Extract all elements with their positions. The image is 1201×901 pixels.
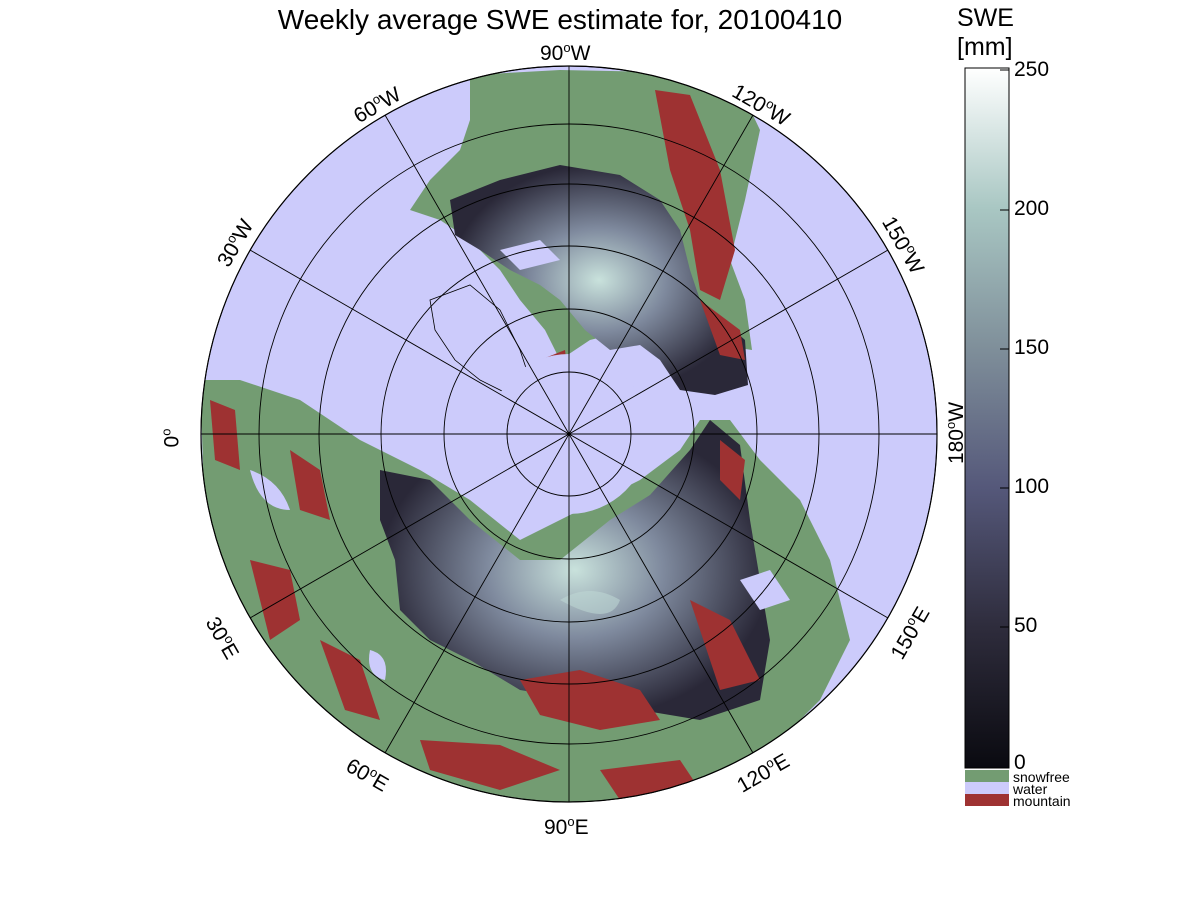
meridian-label-0: 0o xyxy=(158,428,184,448)
colorbar-tick-150: 150 xyxy=(1014,336,1050,359)
snow-north-america xyxy=(450,165,748,395)
map-border xyxy=(200,65,938,803)
snow-eurasia xyxy=(380,420,770,720)
colorbar-tick-0: 0 xyxy=(1014,751,1026,774)
meridian-label-180w: 180oW xyxy=(943,401,969,465)
snow-glow-siberia xyxy=(560,591,620,614)
colorbar-tick-50: 50 xyxy=(1014,614,1038,637)
legend-label-mountain: mountain xyxy=(1013,793,1071,809)
colorbar-ticks xyxy=(1000,69,1009,628)
colorbar xyxy=(964,67,1010,769)
graticule xyxy=(200,65,938,803)
colorbar-title-line2: [mm] xyxy=(957,33,1013,61)
legend-swatch-water xyxy=(965,782,1009,794)
meridian-label-90e: 90oE xyxy=(544,814,589,839)
legend-swatch-snowfree xyxy=(965,770,1009,782)
colorbar-tick-100: 100 xyxy=(1014,475,1050,498)
map-title: Weekly average SWE estimate for, 2010041… xyxy=(277,4,843,35)
legend-label-snowfree: snowfree xyxy=(1013,769,1070,785)
colorbar-tick-200: 200 xyxy=(1014,197,1050,220)
colorbar-tick-250: 250 xyxy=(1014,58,1050,81)
meridian-label-90w: 90oW xyxy=(540,40,591,65)
colorbar-title-line1: SWE xyxy=(957,4,1014,32)
legend-label-water: water xyxy=(1013,781,1048,797)
legend-swatch-mountain xyxy=(965,794,1009,806)
